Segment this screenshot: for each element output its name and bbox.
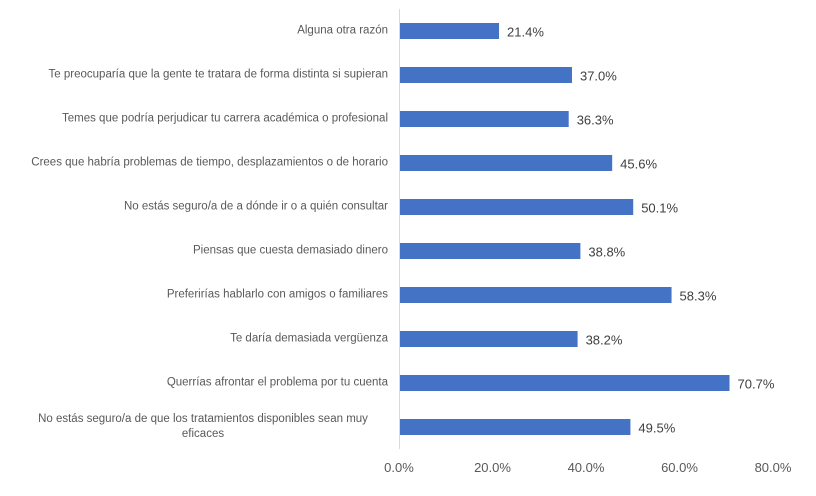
category-label: Piensas que cuesta demasiado dinero (193, 244, 388, 257)
bar (400, 331, 578, 347)
category-label: Preferirías hablarlo con amigos o famili… (166, 288, 388, 301)
bar (400, 375, 730, 391)
bar (400, 243, 581, 259)
category-label: Te daría demasiada vergüenza (230, 332, 388, 345)
category-label: No estás seguro/a de que los tratamiento… (38, 413, 368, 440)
data-label: 58.3% (679, 288, 717, 304)
data-label: 49.5% (638, 420, 676, 436)
category-label: Crees que habría problemas de tiempo, de… (31, 156, 388, 169)
x-tick-label: 20.0% (474, 460, 511, 475)
data-label: 70.7% (737, 376, 775, 392)
bar (400, 419, 631, 435)
data-label: 36.3% (576, 112, 614, 128)
category-label: Temes que podría perjudicar tu carrera a… (61, 112, 388, 125)
x-tick-label: 0.0% (384, 460, 414, 475)
data-label: 38.8% (588, 244, 626, 260)
x-tick-label: 80.0% (754, 460, 792, 475)
data-label: 38.2% (585, 332, 623, 348)
category-label: Querrías afrontar el problema por tu cue… (166, 376, 388, 389)
data-label: 37.0% (579, 68, 617, 84)
bar (400, 155, 613, 171)
x-tick-label: 40.0% (567, 460, 605, 475)
bar (400, 199, 634, 215)
category-label: No estás seguro/a de a dónde ir o a quié… (123, 200, 388, 213)
data-label: 50.1% (641, 200, 679, 216)
data-label: 21.4% (507, 24, 544, 40)
bar (400, 67, 572, 83)
category-label: Te preocuparía que la gente te tratara d… (48, 68, 388, 81)
x-tick-label: 60.0% (661, 460, 698, 475)
bar (400, 287, 672, 303)
bar (400, 111, 569, 127)
data-label: 45.6% (620, 156, 658, 172)
category-label: Alguna otra razón (297, 24, 388, 37)
bar (400, 23, 500, 39)
